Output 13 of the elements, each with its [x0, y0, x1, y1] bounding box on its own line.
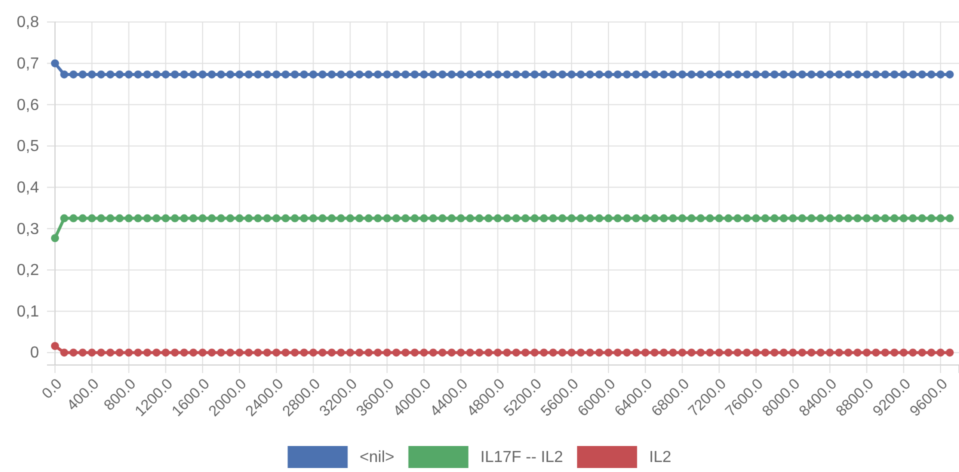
legend-label: IL17F -- IL2: [480, 449, 564, 466]
y-tick-label: 0,7: [16, 55, 40, 72]
legend-label: IL2: [649, 449, 672, 466]
y-tick-label: 0,3: [16, 220, 40, 238]
legend-label: <nil>: [360, 449, 394, 466]
y-tick-label: 0,1: [16, 303, 40, 320]
y-tick-label: 0,5: [16, 138, 40, 156]
x-tick-label: 0.0: [38, 376, 66, 402]
y-tick-label: 0,8: [16, 14, 40, 32]
y-tick-label: 0,4: [16, 179, 40, 196]
y-tick-label: 0,2: [16, 262, 40, 280]
y-tick-label: 0,6: [16, 96, 40, 114]
y-tick-label: 0: [30, 344, 40, 362]
